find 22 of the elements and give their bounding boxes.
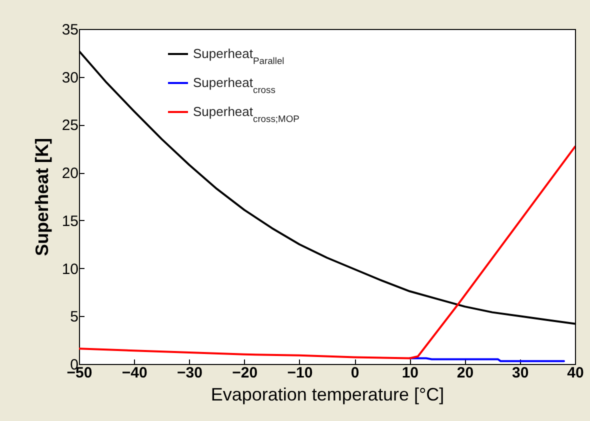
legend-label: Superheat$_{cross}$	[193, 75, 276, 94]
y-tick-label: 15	[62, 212, 78, 230]
y-tick-label: 35	[62, 22, 78, 38]
y-tick-label: 5	[70, 308, 78, 326]
y-tick-label: 30	[62, 69, 78, 86]
x-tick-label: 40	[567, 364, 584, 382]
y-axis-title: Superheat [K]	[32, 138, 52, 256]
y-tick-label: 25	[62, 117, 78, 134]
x-tick-label: 30	[512, 364, 529, 382]
legend-label: Superheat$_{Parallel}$	[193, 46, 284, 66]
x-tick-label: 0	[350, 364, 360, 382]
x-tick-label: 20	[456, 364, 474, 382]
x-tick-label: −30	[176, 364, 202, 382]
x-axis-title: Evaporation temperature [°C]	[210, 384, 444, 404]
x-tick-label: 10	[402, 364, 419, 382]
x-tick-label: −40	[122, 364, 148, 382]
y-tick-label: 10	[62, 260, 78, 278]
y-tick-label: 20	[62, 165, 78, 182]
x-tick-label: −20	[232, 364, 258, 382]
line-series	[79, 146, 575, 360]
x-tick-label: −10	[287, 364, 313, 382]
legend-label: Superheat$_{cross;MOP}$	[193, 104, 300, 124]
